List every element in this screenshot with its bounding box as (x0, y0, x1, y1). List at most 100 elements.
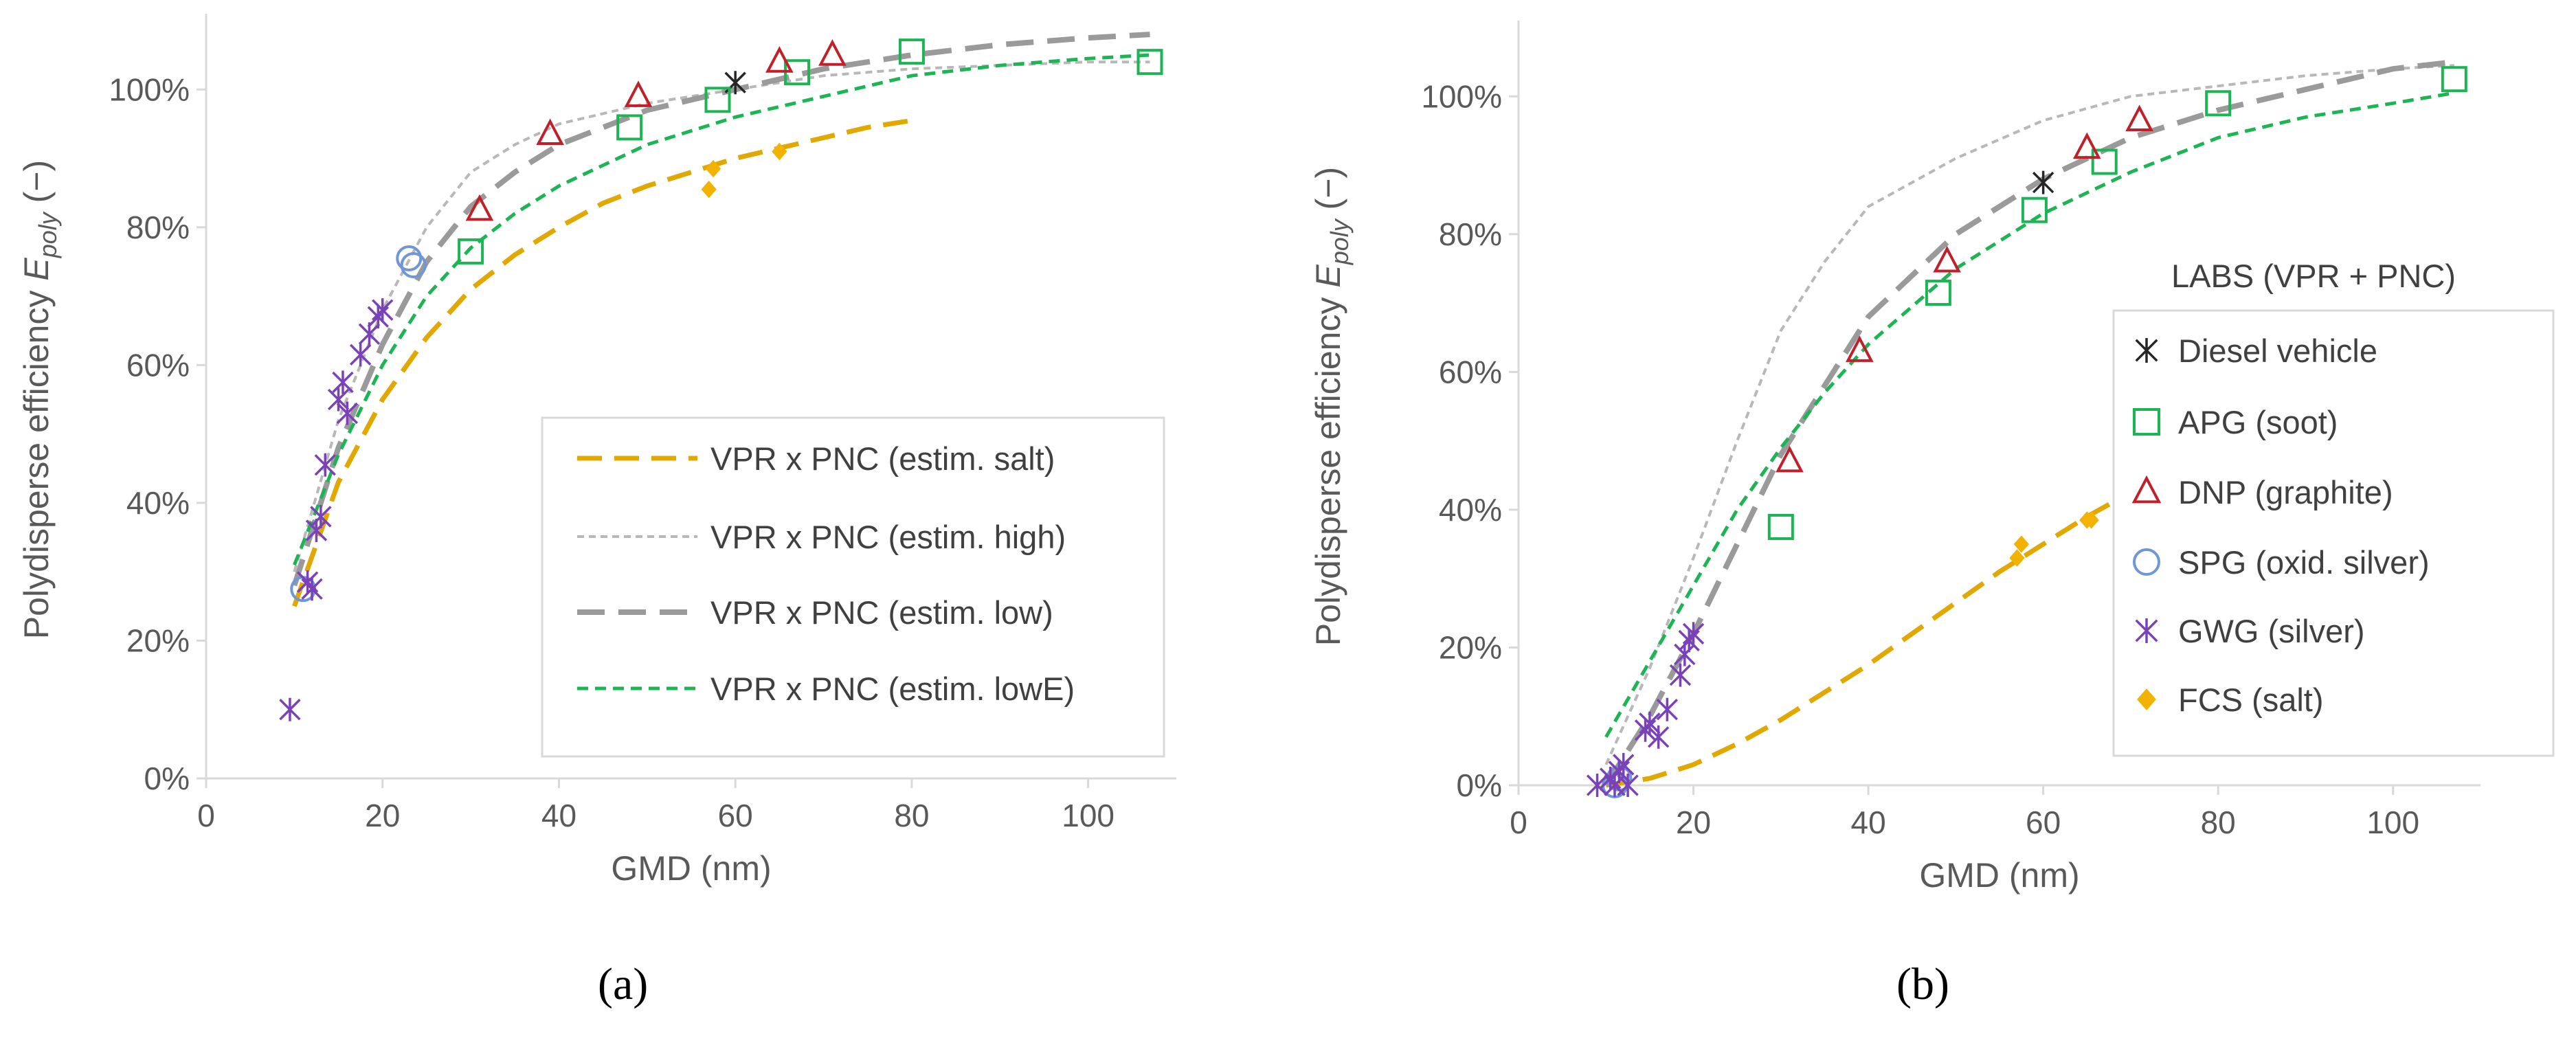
series-line-high (1604, 64, 2454, 765)
legend-box (541, 416, 1165, 758)
series-line-lowE (293, 53, 1150, 566)
y-axis-title-subscript: poly (34, 211, 62, 258)
x-tick-label: 20 (365, 798, 400, 833)
data-point-fcs (2083, 511, 2099, 529)
data-point-apg (2021, 196, 2048, 223)
data-point-gwg (327, 387, 350, 412)
y-tick-label: 80% (126, 210, 190, 245)
data-point-dnp (765, 46, 794, 73)
series-points-dnp (1776, 104, 2153, 473)
data-point-gwg (1656, 697, 1679, 721)
x-axis-title: GMD (nm) (611, 849, 771, 888)
data-point-apg (616, 114, 643, 141)
x-tick-label: 0 (1510, 805, 1527, 840)
x-tick-label: 40 (541, 798, 576, 833)
data-point-fcs (772, 142, 787, 161)
data-point-gwg (349, 343, 372, 367)
data-point-apg (458, 238, 484, 265)
y-axis-title-variable: E (1309, 265, 1347, 288)
y-tick-label: 100% (1421, 78, 1502, 114)
legend-label-spg: SPG (oxid. silver) (2178, 544, 2430, 581)
y-axis-title-suffix: (−) (1309, 167, 1347, 219)
legend-label-gwg: GWG (silver) (2178, 613, 2365, 649)
y-axis-title-prefix: Polydisperse efficiency (1309, 288, 1347, 647)
x-tick-label: 100 (1062, 798, 1115, 833)
y-tick-label: 20% (126, 622, 190, 658)
y-tick-label: 0% (1457, 767, 1502, 803)
legend-marker-fcs (2137, 688, 2156, 710)
y-tick-label: 80% (1439, 216, 1502, 252)
data-point-fcs (2009, 549, 2025, 567)
data-point-dnp (536, 118, 564, 146)
x-tick-label: 0 (197, 798, 215, 833)
data-point-gwg (1634, 718, 1657, 742)
data-point-gwg (1586, 774, 1609, 797)
legend-marker-diesel (2135, 338, 2158, 363)
x-tick-label: 100 (2366, 805, 2419, 840)
x-tick-label: 60 (2026, 805, 2061, 840)
data-point-apg (2441, 66, 2467, 93)
y-axis-title-subscript: poly (1325, 218, 1354, 265)
chart-panel-a: 0 20 40 60 80 100 0% 20% 40% 60% 80% 100% GMD (nm) Po… (0, 0, 1285, 952)
data-point-gwg (1647, 725, 1670, 749)
x-tick-label: 80 (2201, 805, 2236, 840)
data-point-gwg (1617, 774, 1639, 797)
y-tick-label: 0% (144, 761, 190, 796)
chart-panel-b: 0 20 40 60 80 100 0% 20% 40% 60% 80% 100% GMD (nm) Po… (1292, 0, 2576, 952)
data-point-apg (1136, 49, 1163, 76)
legend-box (2112, 309, 2555, 757)
legend-label-low: VPR x PNC (estim. low) (710, 594, 1053, 631)
x-tick-label: 60 (718, 798, 753, 833)
legend-marker-spg (2133, 548, 2160, 576)
legend-label-lowE: VPR x PNC (estim. lowE) (710, 671, 1075, 707)
series-points-fcs (701, 142, 787, 199)
data-point-gwg (367, 305, 389, 329)
data-point-gwg (314, 453, 336, 477)
data-point-gwg (279, 697, 301, 721)
series-points-fcs (2009, 511, 2099, 567)
y-axis-title: Polydisperse efficiency Epoly (−) (1309, 167, 1354, 646)
legend-label-salt: VPR x PNC (estim. salt) (710, 440, 1055, 477)
data-point-fcs (701, 180, 717, 199)
legend-marker-apg (2133, 408, 2160, 436)
x-tick-label: 40 (1851, 805, 1886, 840)
data-point-gwg (310, 504, 332, 528)
data-point-gwg (372, 298, 394, 322)
data-point-dnp (818, 39, 847, 66)
legend-label-diesel: Diesel vehicle (2178, 333, 2377, 369)
series-points-gwg (279, 298, 394, 721)
y-axis-title-variable: E (17, 258, 56, 281)
y-tick-label: 20% (1439, 629, 1502, 665)
series-line-salt (1605, 490, 2132, 788)
chart-a: 0 20 40 60 80 100 0% 20% 40% 60% 80% 100% GMD (nm) Po… (17, 14, 1176, 888)
y-tick-label: 40% (1439, 492, 1502, 528)
y-axis-title: Polydisperse efficiency Epoly (−) (17, 160, 62, 639)
data-point-spg (396, 245, 423, 271)
series-points-apg (1767, 66, 2467, 540)
data-point-dnp (624, 80, 653, 107)
legend-label-apg: APG (soot) (2178, 404, 2338, 440)
y-tick-label: 100% (109, 71, 190, 107)
data-point-diesel (2032, 170, 2054, 194)
legend-label-fcs: FCS (salt) (2178, 682, 2324, 718)
data-point-spg (400, 251, 427, 278)
legend-label-dnp: DNP (graphite) (2178, 474, 2393, 510)
y-tick-label: 40% (126, 485, 190, 521)
data-point-gwg (332, 370, 354, 394)
legend-marker-gwg (2135, 618, 2158, 643)
legend-title: LABS (VPR + PNC) (2171, 258, 2456, 294)
chart-b: 0 20 40 60 80 100 0% 20% 40% 60% 80% 100% GMD (nm) Po… (1309, 21, 2555, 895)
data-point-apg (1925, 280, 1951, 306)
data-point-dnp (465, 194, 494, 221)
data-point-dnp (1933, 245, 1961, 273)
series-points-gwg (1586, 622, 1705, 797)
data-point-gwg (336, 401, 359, 425)
caption-b: (b) (1896, 959, 1949, 1009)
y-tick-label: 60% (1439, 354, 1502, 390)
legend-label-high: VPR x PNC (estim. high) (710, 519, 1066, 555)
y-tick-label: 60% (126, 347, 190, 383)
data-point-apg (898, 38, 925, 65)
data-point-gwg (1639, 711, 1661, 735)
data-point-dnp (1776, 445, 1804, 473)
data-point-gwg (301, 577, 323, 601)
